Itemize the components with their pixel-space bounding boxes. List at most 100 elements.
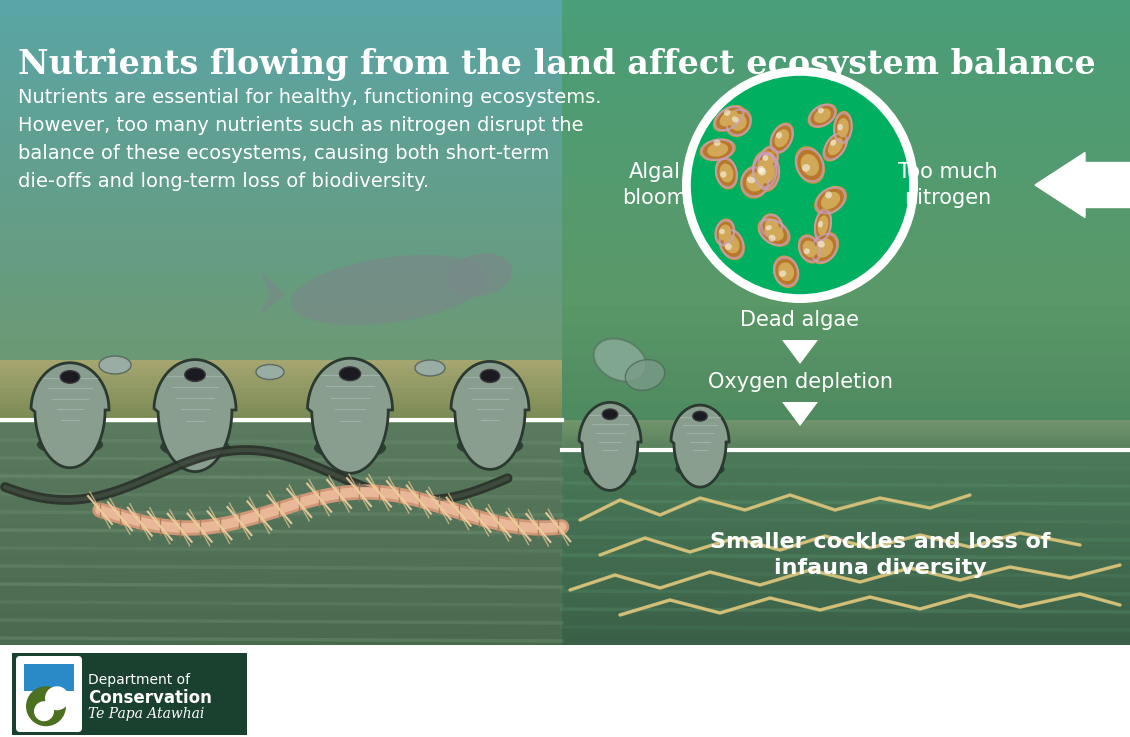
Bar	[0, 290, 562, 307]
Bar	[0, 565, 562, 581]
Text: Smaller cockles and loss of
infauna diversity: Smaller cockles and loss of infauna dive…	[710, 532, 1050, 579]
Text: Department of: Department of	[88, 673, 190, 687]
Bar	[0, 581, 562, 597]
Bar	[562, 113, 1130, 129]
Ellipse shape	[814, 108, 831, 123]
Polygon shape	[782, 402, 818, 426]
Bar	[562, 290, 1130, 307]
Bar	[0, 548, 562, 565]
FancyArrow shape	[1035, 153, 1130, 217]
Ellipse shape	[758, 168, 766, 175]
Bar	[0, 423, 562, 434]
Bar	[562, 307, 1130, 323]
Bar	[0, 545, 562, 556]
Bar	[562, 432, 1130, 435]
Circle shape	[34, 701, 54, 722]
Ellipse shape	[720, 164, 733, 183]
Bar	[0, 161, 562, 178]
Bar	[0, 145, 562, 161]
Bar	[0, 645, 1130, 737]
Bar	[562, 587, 1130, 597]
Ellipse shape	[693, 411, 707, 421]
Ellipse shape	[746, 172, 764, 192]
Bar	[562, 97, 1130, 113]
Ellipse shape	[837, 118, 849, 137]
Ellipse shape	[765, 219, 779, 234]
Bar	[0, 400, 562, 404]
Ellipse shape	[415, 360, 445, 376]
Bar	[0, 419, 562, 436]
Bar	[562, 338, 1130, 354]
Ellipse shape	[447, 254, 512, 296]
Bar	[0, 590, 562, 601]
Ellipse shape	[831, 139, 836, 146]
Bar	[562, 539, 1130, 549]
Bar	[562, 423, 1130, 426]
Ellipse shape	[818, 221, 823, 228]
Bar	[0, 408, 562, 412]
Bar	[0, 629, 562, 645]
Ellipse shape	[803, 248, 810, 254]
Ellipse shape	[816, 239, 833, 257]
Bar	[0, 500, 562, 516]
Ellipse shape	[758, 146, 779, 174]
Ellipse shape	[160, 436, 229, 458]
Bar	[562, 483, 1130, 500]
Ellipse shape	[314, 436, 386, 459]
Bar	[562, 441, 1130, 444]
Ellipse shape	[825, 192, 832, 198]
Bar	[562, 530, 1130, 539]
Bar	[0, 579, 562, 590]
Bar	[0, 388, 562, 392]
Bar	[0, 445, 562, 456]
Bar	[562, 450, 1130, 453]
Ellipse shape	[676, 461, 724, 478]
Bar	[0, 489, 562, 500]
Text: Conservation: Conservation	[88, 689, 212, 707]
Bar	[562, 549, 1130, 559]
Bar	[0, 612, 562, 623]
Bar	[562, 482, 1130, 492]
Bar	[562, 452, 1130, 467]
Ellipse shape	[758, 219, 790, 246]
Bar	[562, 548, 1130, 565]
Bar	[562, 444, 1130, 447]
Ellipse shape	[457, 435, 523, 456]
Bar	[0, 323, 562, 338]
Bar	[0, 113, 562, 129]
Bar	[0, 0, 562, 16]
Ellipse shape	[776, 132, 782, 139]
Bar	[562, 578, 1130, 587]
Bar	[562, 516, 1130, 532]
Ellipse shape	[99, 356, 131, 374]
Bar	[0, 416, 562, 420]
Ellipse shape	[802, 164, 810, 172]
Bar	[562, 435, 1130, 438]
Ellipse shape	[713, 140, 721, 146]
Ellipse shape	[719, 228, 745, 259]
Bar	[0, 376, 562, 380]
Ellipse shape	[741, 166, 770, 198]
Bar	[562, 161, 1130, 178]
Ellipse shape	[757, 160, 775, 184]
Bar	[0, 209, 562, 226]
Ellipse shape	[764, 224, 784, 241]
Bar	[562, 354, 1130, 371]
Bar	[562, 447, 1130, 450]
Ellipse shape	[765, 226, 772, 230]
Polygon shape	[260, 270, 285, 315]
Text: Oxygen depletion: Oxygen depletion	[707, 372, 893, 392]
Bar	[0, 178, 562, 194]
Bar	[562, 511, 1130, 520]
Bar	[0, 49, 562, 65]
Circle shape	[690, 75, 910, 295]
Bar	[0, 403, 562, 419]
Bar	[562, 453, 1130, 456]
Ellipse shape	[779, 270, 786, 277]
Ellipse shape	[724, 110, 730, 116]
Bar	[562, 32, 1130, 49]
Polygon shape	[307, 358, 392, 473]
Ellipse shape	[757, 158, 773, 181]
Bar	[0, 354, 562, 371]
Ellipse shape	[715, 157, 737, 189]
